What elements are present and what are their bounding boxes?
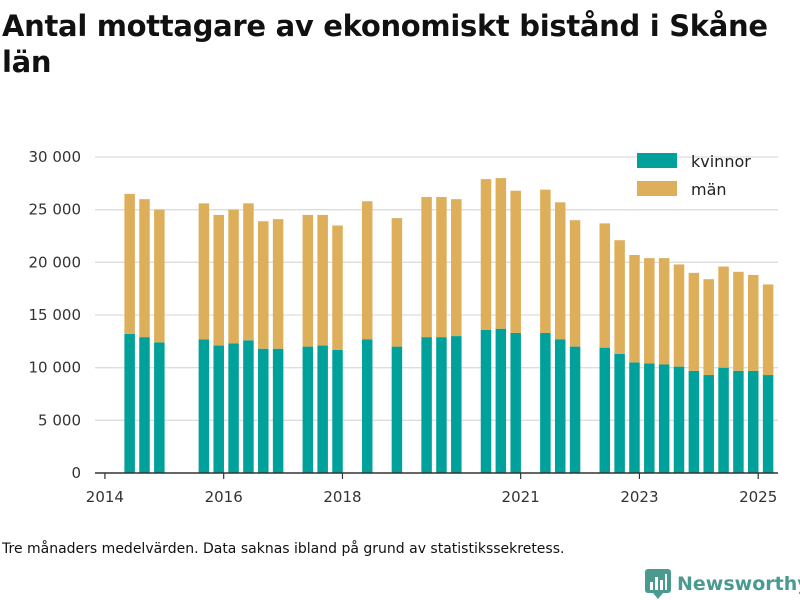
bar-segment-man	[198, 203, 210, 340]
bar-segment-kvinnor	[569, 346, 581, 473]
x-tick-label: 2018	[323, 488, 361, 506]
legend-label-kvinnor: kvinnor	[691, 152, 751, 171]
x-axis: 2014 2016 2018 2021 2023 2025	[86, 472, 778, 506]
bar-segment-kvinnor	[510, 332, 521, 473]
chart-title: Antal mottagare av ekonomiskt bistånd i …	[2, 9, 768, 79]
y-tick-label: 15 000	[29, 306, 82, 324]
bar-segment-man	[599, 223, 611, 348]
bar-segment-kvinnor	[317, 345, 328, 473]
bar-segment-man	[688, 272, 700, 371]
bar-segment-man	[569, 220, 581, 347]
y-tick-label: 10 000	[29, 359, 82, 377]
bar-segment-man	[495, 178, 507, 329]
bar-segment-kvinnor	[391, 346, 403, 473]
legend-swatch-kvinnor	[637, 153, 677, 168]
bar-segment-kvinnor	[703, 375, 714, 473]
y-axis: 0 5 000 10 000 15 000 20 000 25 000 30 000	[29, 148, 82, 482]
bar-segment-kvinnor	[629, 362, 640, 473]
footnote: Tre månaders medelvärden. Data saknas ib…	[2, 541, 565, 557]
bar-segment-kvinnor	[554, 339, 566, 473]
bar-segment-man	[272, 219, 284, 349]
bar-segment-kvinnor	[658, 364, 670, 473]
bar-segment-man	[302, 214, 314, 347]
bar-segment-kvinnor	[451, 336, 462, 473]
bar-segment-man	[154, 209, 165, 343]
stacked-bar-chart: 0 5 000 10 000 15 000 20 000 25 000 30 000 201…	[29, 148, 778, 506]
bar-segment-kvinnor	[139, 337, 150, 473]
bar-chart-badge-icon	[645, 569, 671, 599]
bar-segment-man	[733, 271, 744, 371]
bar-segment-kvinnor	[644, 363, 655, 473]
bar-segment-kvinnor	[228, 343, 239, 473]
bar-segment-man	[332, 225, 343, 350]
bar-segment-kvinnor	[332, 349, 343, 473]
bar-segment-kvinnor	[762, 375, 774, 473]
bar-segment-kvinnor	[495, 328, 507, 473]
bar-segment-kvinnor	[243, 340, 254, 473]
bar-segment-kvinnor	[361, 339, 373, 473]
y-tick-label: 5 000	[38, 411, 81, 429]
bar-segment-man	[658, 258, 670, 365]
brand-name: Newsworthy	[677, 573, 800, 595]
bar-segment-man	[139, 199, 150, 338]
bar-segment-man	[644, 258, 655, 364]
bar-segment-man	[762, 284, 774, 376]
x-tick-label: 2023	[620, 488, 658, 506]
bar-segment-kvinnor	[540, 332, 551, 473]
bar-segment-man	[629, 254, 640, 363]
bar-segment-kvinnor	[673, 366, 685, 473]
x-tick-label: 2016	[205, 488, 243, 506]
bar-segment-kvinnor	[154, 342, 165, 473]
bar-segment-man	[614, 240, 625, 354]
bar-segment-man	[703, 279, 714, 376]
bar-segment-man	[718, 266, 729, 368]
brand-logo[interactable]: Newsworthy	[645, 569, 800, 599]
bar-segment-kvinnor	[436, 337, 447, 473]
bar-segment-kvinnor	[614, 353, 625, 473]
bar-segment-man	[554, 202, 566, 340]
x-tick-label: 2025	[739, 488, 777, 506]
x-tick-label: 2021	[502, 488, 540, 506]
bar-segment-kvinnor	[718, 367, 729, 473]
bar-segment-man	[480, 179, 492, 330]
bar-segment-kvinnor	[213, 345, 224, 473]
bar-segment-man	[421, 197, 432, 338]
bar-segment-man	[391, 218, 403, 347]
bar-segment-man	[258, 221, 269, 349]
legend: kvinnor män	[637, 152, 751, 199]
bar-segment-man	[213, 214, 224, 346]
bar-segment-kvinnor	[599, 347, 611, 473]
y-tick-label: 20 000	[29, 253, 82, 271]
bar-segment-kvinnor	[733, 370, 744, 473]
bar-segment-kvinnor	[302, 346, 314, 473]
bar-segment-man	[673, 264, 685, 367]
bar-segment-kvinnor	[421, 337, 432, 473]
bar-segment-man	[510, 190, 521, 333]
y-tick-label: 30 000	[29, 148, 82, 166]
bar-segment-man	[228, 209, 239, 344]
bar-segment-kvinnor	[688, 370, 700, 473]
legend-swatch-man	[637, 181, 677, 196]
y-tick-label: 25 000	[29, 201, 82, 219]
bar-segment-kvinnor	[272, 348, 284, 473]
bar-segment-kvinnor	[480, 329, 492, 473]
bar-segment-man	[124, 193, 135, 334]
bar-segment-man	[361, 201, 373, 340]
bars	[124, 178, 774, 473]
y-tick-label: 0	[71, 464, 81, 482]
bar-segment-man	[540, 189, 551, 333]
bar-segment-man	[748, 274, 759, 371]
bar-segment-man	[451, 199, 462, 337]
bar-segment-man	[243, 203, 254, 341]
bar-segment-man	[436, 197, 447, 338]
bar-segment-kvinnor	[258, 348, 269, 473]
bar-segment-kvinnor	[124, 333, 135, 473]
x-tick-label: 2014	[86, 488, 124, 506]
legend-label-man: män	[691, 180, 727, 199]
bar-segment-man	[317, 214, 328, 346]
bar-segment-kvinnor	[748, 370, 759, 473]
bar-segment-kvinnor	[198, 339, 210, 473]
